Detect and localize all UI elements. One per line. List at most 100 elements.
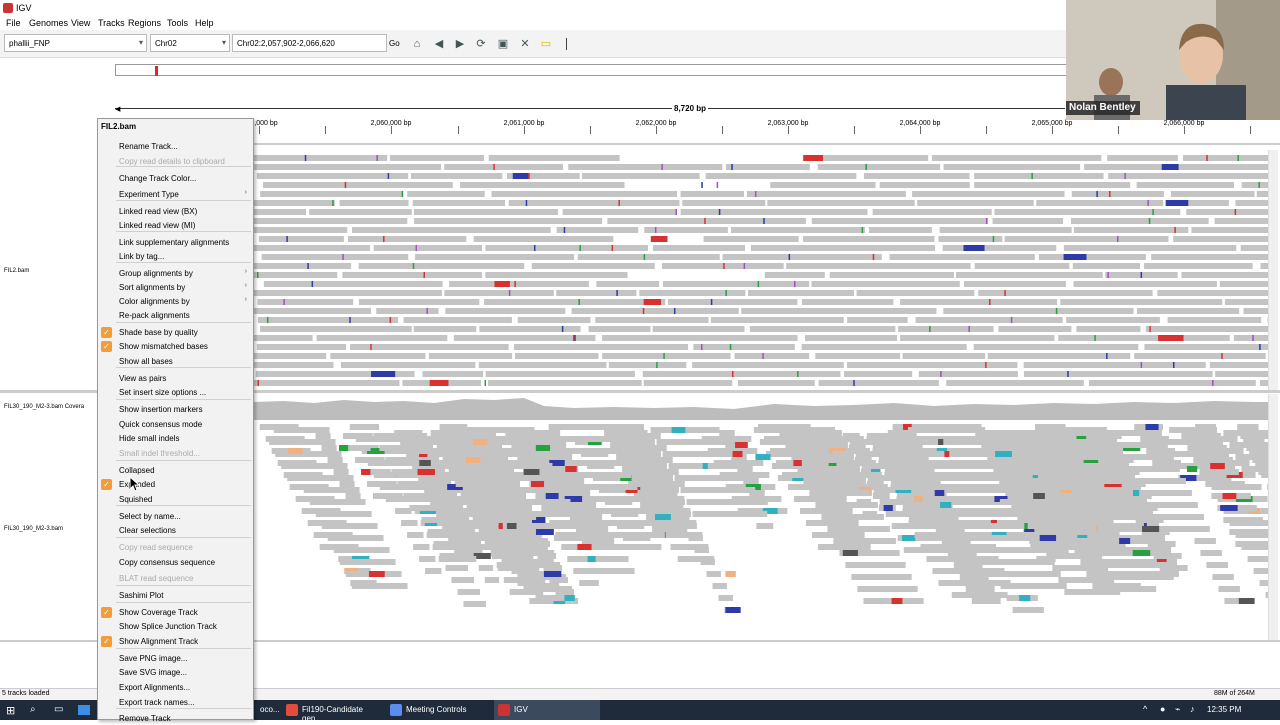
menu-item-save-svg-image[interactable]: Save SVG image... — [98, 666, 253, 679]
menu-item-sort-alignments-by[interactable]: Sort alignments by› — [98, 281, 253, 294]
menu-item-quick-consensus-mode[interactable]: Quick consensus mode — [98, 418, 253, 431]
refresh-icon[interactable]: ⟳ — [474, 37, 488, 51]
read — [1076, 326, 1140, 332]
back-icon[interactable]: ◀ — [432, 37, 446, 51]
menu-item-small-indel-threshold: Small indel threshold... — [98, 447, 253, 460]
menu-tools[interactable]: Tools — [167, 18, 188, 28]
menu-item-re-pack-alignments[interactable]: Re-pack alignments — [98, 309, 253, 322]
menu-item-show-splice-junction-track[interactable]: Show Splice Junction Track — [98, 620, 253, 633]
taskbar-item-active[interactable]: IGV — [494, 700, 600, 720]
read — [415, 254, 574, 260]
scrollbar[interactable] — [1268, 150, 1278, 390]
file-explorer-icon[interactable] — [78, 705, 90, 715]
resize-icon[interactable]: ✕ — [518, 37, 532, 51]
microphone-icon[interactable]: ● — [1160, 704, 1165, 714]
read — [741, 308, 936, 314]
read — [662, 263, 784, 269]
menu-item-rename-track[interactable]: Rename Track... — [98, 140, 253, 153]
menu-item-remove-track[interactable]: Remove Track — [98, 712, 253, 725]
menu-item-export-track-names[interactable]: Export track names... — [98, 696, 253, 709]
read — [975, 263, 1070, 269]
taskbar-item[interactable]: Fil190-Candidate gen... — [282, 700, 382, 720]
coverage-track[interactable] — [254, 394, 1268, 420]
genome-select[interactable]: phallii_FNP ▾ — [4, 34, 147, 52]
mismatch-base — [797, 371, 799, 377]
menu-item-view-as-pairs[interactable]: View as pairs — [98, 372, 253, 385]
read — [954, 562, 983, 568]
read — [278, 460, 313, 466]
menu-item-link-by-tag[interactable]: Link by tag... — [98, 250, 253, 263]
read — [1013, 607, 1044, 613]
alignment-track-fil30[interactable] — [254, 420, 1268, 640]
alignment-track-fil2[interactable] — [254, 152, 1268, 388]
home-icon[interactable]: ⌂ — [410, 37, 424, 51]
menu-help[interactable]: Help — [195, 18, 214, 28]
menu-item-change-track-color[interactable]: Change Track Color... — [98, 172, 253, 185]
menu-regions[interactable]: Regions — [128, 18, 161, 28]
menu-item-show-insertion-markers[interactable]: Show insertion markers — [98, 403, 253, 416]
menu-item-squished[interactable]: Squished — [98, 493, 253, 506]
menu-item-link-supplementary-alignments[interactable]: Link supplementary alignments — [98, 236, 253, 249]
menu-item-show-all-bases[interactable]: Show all bases — [98, 355, 253, 368]
menu-item-group-alignments-by[interactable]: Group alignments by› — [98, 267, 253, 280]
menu-item-show-alignment-track[interactable]: ✓Show Alignment Track — [98, 635, 253, 648]
read — [900, 335, 1054, 341]
mismatch-base — [388, 173, 390, 179]
menu-item-export-alignments[interactable]: Export Alignments... — [98, 681, 253, 694]
menu-item-hide-small-indels[interactable]: Hide small indels — [98, 432, 253, 445]
volume-icon[interactable]: ♪ — [1190, 704, 1195, 714]
menu-item-save-png-image[interactable]: Save PNG image... — [98, 652, 253, 665]
clock[interactable]: 12:35 PM — [1207, 705, 1241, 714]
read — [778, 448, 814, 454]
read — [479, 475, 528, 481]
mismatch-base — [342, 254, 344, 260]
mismatch-base — [305, 155, 307, 161]
go-button[interactable]: Go — [389, 39, 400, 48]
scrollbar[interactable] — [1268, 394, 1278, 640]
chromosome-select[interactable]: Chr02 ▾ — [150, 34, 230, 52]
menu-item-select-by-name[interactable]: Select by name... — [98, 510, 253, 523]
menu-item-copy-consensus-sequence[interactable]: Copy consensus sequence — [98, 556, 253, 569]
track-name-fil2[interactable]: FIL2.bam — [4, 268, 29, 274]
roi-icon[interactable]: ▣ — [496, 37, 510, 51]
read — [1235, 541, 1268, 547]
meeting-icon — [390, 704, 402, 716]
popup-info-icon[interactable]: ▭ — [539, 37, 553, 51]
read — [735, 353, 810, 359]
menu-item-linked-read-view-mi[interactable]: Linked read view (MI) — [98, 219, 253, 232]
track-name-fil30[interactable]: FIL30_190_M2-3.bam — [4, 526, 63, 532]
read — [450, 469, 483, 475]
search-icon[interactable]: ⌕ — [30, 704, 36, 715]
menu-item-show-coverage-track[interactable]: ✓Show Coverage Track — [98, 606, 253, 619]
mismatch-block — [1239, 598, 1255, 604]
track-name-coverage[interactable]: FIL30_190_M2-3.bam Covera — [4, 404, 84, 410]
mismatch-block — [1119, 538, 1130, 544]
mismatch-base — [719, 209, 721, 215]
locus-input[interactable]: Chr02:2,057,902-2,066,620 — [232, 34, 387, 52]
menu-item-set-insert-size-options[interactable]: Set insert size options ... — [98, 386, 253, 399]
menu-genomes[interactable]: Genomes — [29, 18, 68, 28]
menu-file[interactable]: File — [6, 18, 21, 28]
menu-item-show-mismatched-bases[interactable]: ✓Show mismatched bases — [98, 340, 253, 353]
menu-item-collapsed[interactable]: Collapsed — [98, 464, 253, 477]
forward-icon[interactable]: ▶ — [453, 37, 467, 51]
menu-item-expanded[interactable]: ✓Expanded — [98, 478, 253, 491]
tray-chevron-icon[interactable]: ^ — [1143, 704, 1147, 714]
menu-view[interactable]: View — [71, 18, 90, 28]
menu-item-linked-read-view-bx[interactable]: Linked read view (BX) — [98, 205, 253, 218]
menu-item-shade-base-by-quality[interactable]: ✓Shade base by quality — [98, 326, 253, 339]
task-view-icon[interactable]: ▭ — [54, 704, 63, 715]
menu-item-experiment-type[interactable]: Experiment Type› — [98, 188, 253, 201]
read — [803, 478, 863, 484]
read — [444, 164, 563, 170]
chromosome-ideogram[interactable] — [115, 64, 1067, 76]
network-icon[interactable]: ⌁ — [1175, 704, 1180, 715]
menu-item-color-alignments-by[interactable]: Color alignments by› — [98, 295, 253, 308]
taskbar-item[interactable]: Meeting Controls — [386, 700, 486, 720]
read — [1151, 254, 1268, 260]
mismatch-block — [1145, 424, 1158, 430]
menu-tracks[interactable]: Tracks — [98, 18, 125, 28]
menu-item-clear-selections[interactable]: Clear selections — [98, 524, 253, 537]
windows-start-icon[interactable]: ⊞ — [6, 704, 15, 717]
menu-item-sashimi-plot[interactable]: Sashimi Plot — [98, 589, 253, 602]
